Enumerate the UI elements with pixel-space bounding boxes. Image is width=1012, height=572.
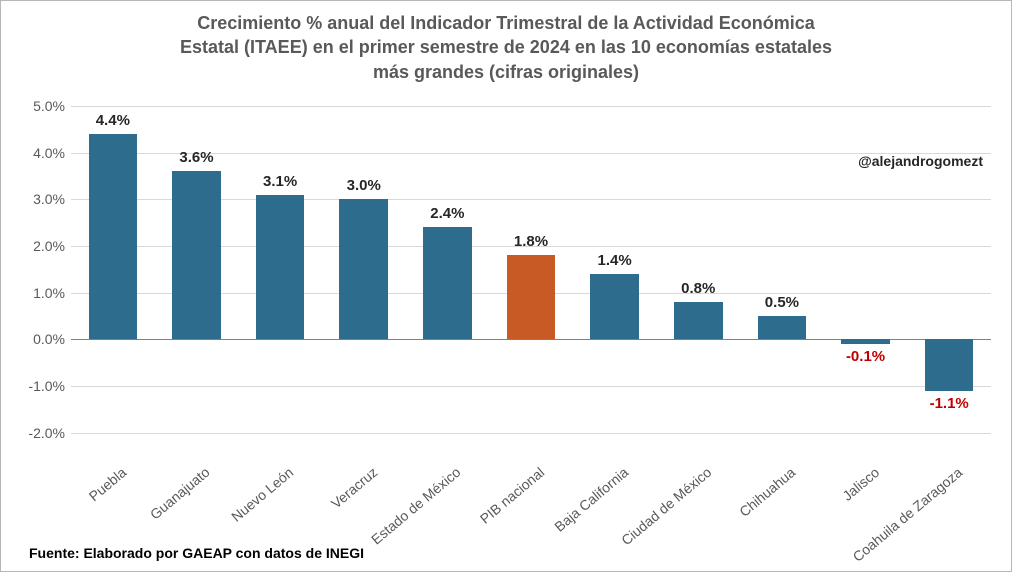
value-label: 0.8% xyxy=(681,280,715,297)
bar xyxy=(423,227,472,339)
x-tick-label: PIB nacional xyxy=(476,464,547,527)
x-tick-label: Baja California xyxy=(551,464,631,535)
bar xyxy=(925,339,974,390)
value-label: 1.4% xyxy=(598,252,632,269)
bar xyxy=(89,134,138,339)
plot-area: 5.0%4.0%3.0%2.0%1.0%0.0%-1.0%-2.0%4.4%Pu… xyxy=(71,106,991,456)
x-tick-label: Jalisco xyxy=(839,464,882,504)
x-tick-label: Estado de México xyxy=(368,464,463,548)
bar xyxy=(172,171,221,339)
y-tick-label: -1.0% xyxy=(28,378,65,394)
bar xyxy=(339,199,388,339)
value-label: 3.6% xyxy=(179,149,213,166)
y-tick-label: 1.0% xyxy=(33,285,65,301)
bar xyxy=(841,339,890,344)
bar xyxy=(507,255,556,339)
value-label: -0.1% xyxy=(846,348,885,365)
y-tick-label: 5.0% xyxy=(33,98,65,114)
value-label: 3.1% xyxy=(263,173,297,190)
gridline xyxy=(71,106,991,107)
chart-title: Crecimiento % anual del Indicador Trimes… xyxy=(1,11,1011,84)
bar xyxy=(758,316,807,339)
value-label: 2.4% xyxy=(430,205,464,222)
value-label: 1.8% xyxy=(514,233,548,250)
x-tick-label: Puebla xyxy=(85,464,129,505)
value-label: 3.0% xyxy=(347,177,381,194)
source-text: Fuente: Elaborado por GAEAP con datos de… xyxy=(29,545,364,561)
gridline xyxy=(71,386,991,387)
y-tick-label: 0.0% xyxy=(33,331,65,347)
value-label: 0.5% xyxy=(765,294,799,311)
y-tick-label: -2.0% xyxy=(28,425,65,441)
y-tick-label: 3.0% xyxy=(33,191,65,207)
bar xyxy=(256,195,305,340)
x-tick-label: Ciudad de México xyxy=(618,464,714,548)
chart-container: Crecimiento % anual del Indicador Trimes… xyxy=(0,0,1012,572)
value-label: -1.1% xyxy=(930,395,969,412)
gridline xyxy=(71,433,991,434)
value-label: 4.4% xyxy=(96,112,130,129)
x-tick-label: Chihuahua xyxy=(736,464,798,520)
bar xyxy=(590,274,639,339)
x-tick-label: Guanajuato xyxy=(147,464,212,523)
x-tick-label: Nuevo León xyxy=(228,464,297,525)
x-tick-label: Veracruz xyxy=(328,464,380,512)
bar xyxy=(674,302,723,339)
y-tick-label: 4.0% xyxy=(33,145,65,161)
y-tick-label: 2.0% xyxy=(33,238,65,254)
